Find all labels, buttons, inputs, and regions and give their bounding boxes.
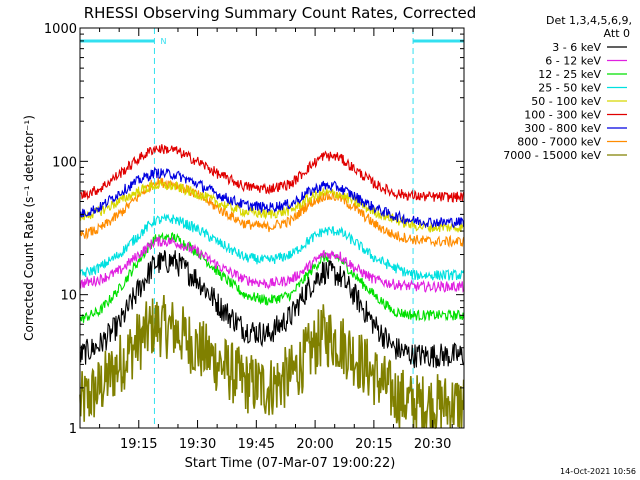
- series-line-100-300-kev: [79, 144, 465, 203]
- legend-label-50-100-kev: 50 - 100 keV: [531, 95, 601, 108]
- legend-label-12-25-kev: 12 - 25 keV: [538, 68, 601, 81]
- legend-label-100-300-kev: 100 - 300 keV: [524, 109, 601, 122]
- x-tick-label: 19:15: [120, 437, 157, 452]
- series-line-800-7000-kev: [79, 177, 465, 248]
- legend-label-7000-15000-kev: 7000 - 15000 keV: [503, 149, 601, 162]
- legend-label-6-12-kev: 6 - 12 keV: [545, 55, 601, 68]
- x-tick-label: 20:15: [355, 437, 392, 452]
- legend-label-300-800-kev: 300 - 800 keV: [524, 122, 601, 135]
- y-tick-label: 10: [60, 289, 77, 304]
- series-line-6-12-kev: [79, 236, 465, 294]
- series-line-7000-15000-kev: [79, 294, 465, 430]
- footer-timestamp: 14-Oct-2021 10:56: [560, 467, 636, 476]
- x-tick-label: 20:00: [296, 437, 333, 452]
- plot-frame: [79, 27, 465, 429]
- plot-area: N: [79, 28, 465, 430]
- y-tick-label: 100: [52, 155, 77, 170]
- legend-label-3-6-kev: 3 - 6 keV: [552, 41, 601, 54]
- series-line-300-800-kev: [79, 166, 465, 229]
- series-line-12-25-kev: [79, 231, 465, 323]
- y-tick-label: 1000: [44, 22, 77, 37]
- legend-label-800-7000-kev: 800 - 7000 keV: [517, 136, 601, 149]
- y-axis-label: Corrected Count Rate (s⁻¹ detector⁻¹): [22, 115, 36, 341]
- legend-header-line-1: Det 1,3,4,5,6,9,: [546, 14, 632, 27]
- series-line-50-100-kev: [79, 180, 464, 233]
- legend-header-line-2: Att 0: [604, 27, 630, 40]
- chart-title: RHESSI Observing Summary Count Rates, Co…: [84, 4, 477, 22]
- x-tick-label: 19:45: [238, 437, 275, 452]
- x-axis-label: Start Time (07-Mar-07 19:00:22): [185, 456, 396, 471]
- legend-label-25-50-kev: 25 - 50 keV: [538, 82, 601, 95]
- x-tick-label: 19:30: [179, 437, 216, 452]
- y-tick-label: 1: [69, 422, 77, 437]
- axes: 1 10 100 1000 19:15 19:30 19:45 20:00 20:15 20:30: [44, 22, 464, 452]
- series-line-3-6-kev: [79, 250, 465, 369]
- night-marker-label: N: [160, 37, 166, 46]
- x-tick-label: 20:30: [414, 437, 451, 452]
- series-line-25-50-kev: [79, 212, 465, 281]
